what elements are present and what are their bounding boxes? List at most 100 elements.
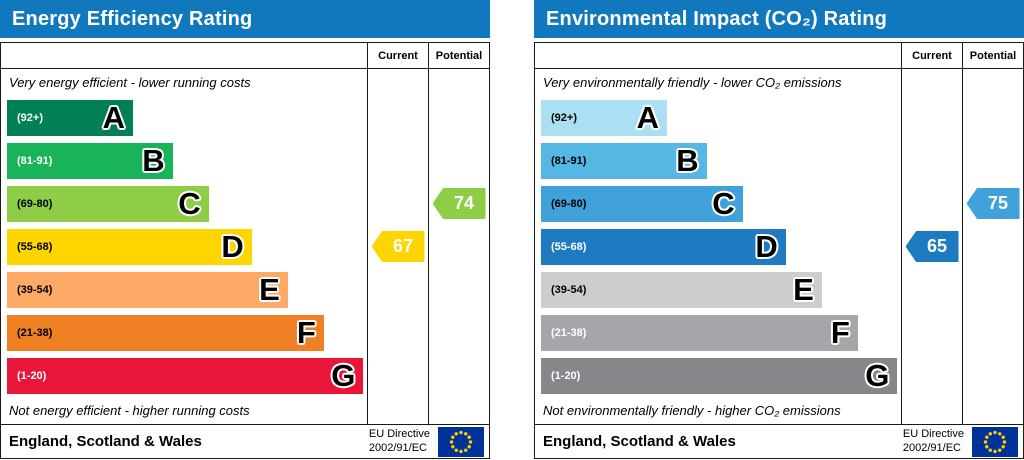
- current-rating-arrow: 65: [905, 231, 959, 262]
- band-letter: B: [676, 143, 699, 178]
- band-letter: E: [793, 272, 814, 307]
- current-rating-value: 65: [926, 236, 948, 256]
- potential-column-cell: [428, 139, 489, 182]
- band-letter: F: [830, 315, 850, 350]
- band-bar-f: (21-38) F: [7, 314, 324, 351]
- current-column-cell: [367, 354, 428, 397]
- band-letter: E: [259, 272, 280, 307]
- potential-column-cell: 74: [428, 182, 489, 225]
- potential-column-cell: [962, 139, 1023, 182]
- band-bar-e: (39-54) E: [541, 271, 822, 308]
- band-range-label: (55-68): [551, 240, 587, 253]
- potential-rating-value: 74: [453, 193, 475, 213]
- potential-column-cell: [962, 69, 1023, 96]
- band-range-label: (69-80): [17, 197, 53, 210]
- potential-column-cell: [428, 268, 489, 311]
- band-bar-c: (69-80) C: [7, 185, 209, 222]
- top-caption: Very environmentally friendly - lower CO…: [543, 75, 842, 90]
- band-row-f: (21-38) F: [1, 311, 367, 354]
- potential-rating-arrow: 74: [432, 188, 486, 219]
- band-range-label: (1-20): [17, 369, 47, 382]
- bottom-caption: Not environmentally friendly - higher CO…: [543, 403, 841, 418]
- band-row-b: (81-91) B: [1, 139, 367, 182]
- top-caption: Very energy efficient - lower running co…: [9, 75, 251, 90]
- current-column-cell: [901, 311, 962, 354]
- region-label: England, Scotland & Wales: [9, 433, 202, 450]
- current-column-cell: [367, 182, 428, 225]
- band-row-g: (1-20) G: [1, 354, 367, 397]
- band-letter: B: [142, 143, 165, 178]
- band-letter: C: [178, 186, 201, 221]
- potential-column-cell: [962, 225, 1023, 268]
- current-column-cell: [367, 69, 428, 96]
- band-range-label: (39-54): [551, 283, 587, 296]
- potential-column-cell: [962, 96, 1023, 139]
- energy-efficiency-panel: Energy Efficiency Rating Current Potenti…: [0, 0, 490, 459]
- band-letter: D: [221, 229, 244, 264]
- potential-column-cell: [428, 96, 489, 139]
- band-letter: C: [712, 186, 735, 221]
- band-row-b: (81-91) B: [535, 139, 901, 182]
- current-column-cell: [901, 69, 962, 96]
- band-range-label: (21-38): [551, 326, 587, 339]
- band-letter: A: [102, 100, 125, 135]
- band-range-label: (81-91): [551, 154, 587, 167]
- band-bar-b: (81-91) B: [541, 142, 707, 179]
- eu-flag-icon: [972, 426, 1018, 457]
- band-letter: G: [331, 358, 356, 393]
- current-column-cell: [901, 96, 962, 139]
- current-column-cell: [367, 96, 428, 139]
- band-row-a: (92+) A: [535, 96, 901, 139]
- current-column-cell: 67: [367, 225, 428, 268]
- current-column-cell: [367, 311, 428, 354]
- current-column-cell: 65: [901, 225, 962, 268]
- eu-directive-label: EU Directive 2002/91/EC: [369, 428, 430, 454]
- band-bar-d: (55-68) D: [7, 228, 252, 265]
- current-column-header: Current: [901, 43, 962, 69]
- current-rating-value: 67: [392, 236, 414, 256]
- current-column-cell: [901, 397, 962, 424]
- potential-column-cell: [428, 354, 489, 397]
- current-column-header: Current: [367, 43, 428, 69]
- current-column-cell: [901, 354, 962, 397]
- current-column-cell: [367, 268, 428, 311]
- band-row-d: (55-68) D: [1, 225, 367, 268]
- band-bar-e: (39-54) E: [7, 271, 288, 308]
- current-column-cell: [901, 268, 962, 311]
- band-range-label: (55-68): [17, 240, 53, 253]
- potential-column-cell: [962, 354, 1023, 397]
- current-column-cell: [901, 182, 962, 225]
- band-range-label: (69-80): [551, 197, 587, 210]
- column-header-spacer: [1, 43, 367, 69]
- column-header-spacer: [535, 43, 901, 69]
- current-rating-arrow: 67: [371, 231, 425, 262]
- band-bar-a: (92+) A: [7, 99, 133, 136]
- panel-header: Energy Efficiency Rating: [0, 0, 490, 38]
- band-range-label: (39-54): [17, 283, 53, 296]
- panel-title: Energy Efficiency Rating: [12, 7, 253, 30]
- potential-rating-arrow: 75: [966, 188, 1020, 219]
- band-bar-d: (55-68) D: [541, 228, 786, 265]
- band-bar-b: (81-91) B: [7, 142, 173, 179]
- environmental-impact-panel: Environmental Impact (CO₂) Rating Curren…: [534, 0, 1024, 459]
- eu-directive-label: EU Directive 2002/91/EC: [903, 428, 964, 454]
- panel-header: Environmental Impact (CO₂) Rating: [534, 0, 1024, 38]
- potential-column-cell: 75: [962, 182, 1023, 225]
- band-bar-a: (92+) A: [541, 99, 667, 136]
- eu-flag-icon: [438, 426, 484, 457]
- current-column-cell: [901, 139, 962, 182]
- band-letter: G: [865, 358, 890, 393]
- potential-column-header: Potential: [428, 43, 489, 69]
- band-range-label: (1-20): [551, 369, 581, 382]
- potential-column-cell: [428, 69, 489, 96]
- bottom-caption: Not energy efficient - higher running co…: [9, 403, 250, 418]
- rating-chart: Current Potential Very energy efficient …: [0, 42, 490, 459]
- band-letter: F: [296, 315, 316, 350]
- band-row-e: (39-54) E: [535, 268, 901, 311]
- band-range-label: (21-38): [17, 326, 53, 339]
- panel-title: Environmental Impact (CO₂) Rating: [546, 7, 888, 30]
- band-row-g: (1-20) G: [535, 354, 901, 397]
- band-letter: D: [755, 229, 778, 264]
- potential-rating-value: 75: [987, 193, 1009, 213]
